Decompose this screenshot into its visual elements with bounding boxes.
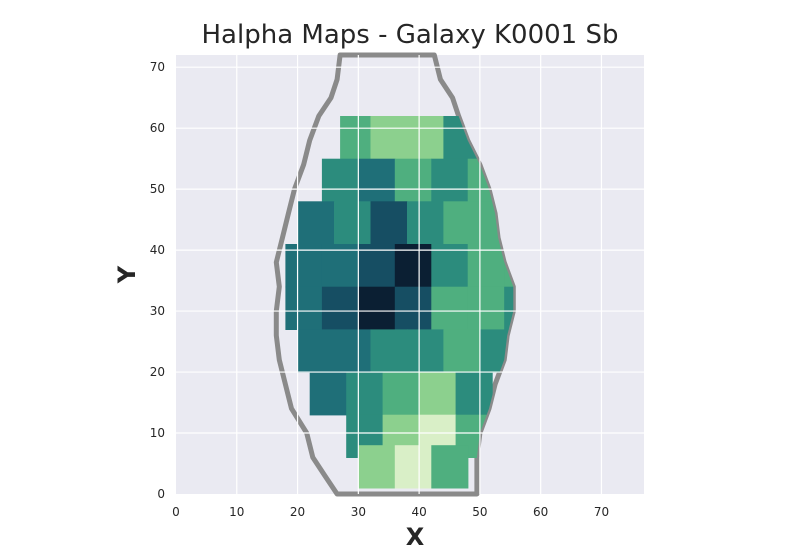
chart-title: Halpha Maps - Galaxy K0001 Sb: [201, 20, 619, 50]
heatmap-cell: [394, 244, 432, 288]
heatmap-cell: [358, 445, 396, 489]
y-tick-label: 30: [150, 304, 165, 318]
heatmap-cell: [382, 372, 420, 416]
heatmap-cell: [297, 201, 335, 245]
heatmap-cell: [407, 116, 445, 160]
heatmap-cell: [419, 372, 457, 416]
heatmap-cell: [455, 372, 493, 416]
y-tick-label: 0: [157, 487, 165, 501]
heatmap-cell: [443, 201, 481, 245]
y-tick-label: 10: [150, 426, 165, 440]
x-tick-label: 60: [533, 505, 548, 519]
y-tick-label: 70: [150, 60, 165, 74]
x-tick-label: 20: [290, 505, 305, 519]
heatmap-cell: [431, 158, 469, 202]
y-axis-label: Y: [113, 265, 141, 284]
heatmap-cell: [443, 329, 481, 373]
heatmap-cell: [346, 372, 384, 416]
y-tick-label: 20: [150, 365, 165, 379]
x-tick-label: 50: [472, 505, 487, 519]
heatmap-cell: [370, 201, 408, 245]
x-axis-label: X: [406, 523, 425, 550]
x-tick-label: 10: [229, 505, 244, 519]
heatmap-cell: [467, 244, 505, 288]
x-tick-label: 0: [172, 505, 180, 519]
heatmap-cell: [407, 329, 445, 373]
heatmap-cell: [334, 201, 372, 245]
x-tick-label: 30: [351, 505, 366, 519]
heatmap-cell: [504, 286, 514, 330]
heatmap-cell: [358, 158, 396, 202]
halpha-map: [273, 52, 516, 497]
heatmap-cell: [467, 286, 505, 330]
heatmap-cell: [431, 445, 469, 489]
heatmap-cell: [394, 286, 432, 330]
heatmap-cell: [394, 445, 432, 489]
grid: [176, 55, 644, 494]
heatmap-cell: [370, 116, 408, 160]
y-tick-label: 50: [150, 182, 165, 196]
x-axis-ticks: 0 10 20 30 40 50 60 70: [172, 505, 609, 519]
heatmap-cell: [309, 372, 347, 416]
heatmap-cell: [321, 244, 359, 288]
heatmap-cell: [394, 158, 432, 202]
heatmap-cell: [285, 244, 323, 288]
heatmap-cell: [370, 329, 408, 373]
heatmap-cell: [321, 158, 359, 202]
heatmap-cell: [321, 286, 359, 330]
heatmap-cell: [407, 201, 445, 245]
heatmap-cell: [358, 244, 396, 288]
halpha-cells: [285, 116, 514, 489]
heatmap-cell: [334, 329, 372, 373]
y-tick-label: 60: [150, 121, 165, 135]
x-tick-label: 40: [411, 505, 426, 519]
heatmap-cell: [285, 286, 323, 330]
x-tick-label: 70: [594, 505, 609, 519]
heatmap-cell: [358, 286, 396, 330]
heatmap-cell: [431, 286, 469, 330]
heatmap-cell: [431, 244, 469, 288]
y-axis-ticks: 0 10 20 30 40 50 60 70: [150, 60, 165, 501]
heatmap-cell: [297, 329, 335, 373]
y-tick-label: 40: [150, 243, 165, 257]
galaxy-edge: [273, 52, 516, 497]
